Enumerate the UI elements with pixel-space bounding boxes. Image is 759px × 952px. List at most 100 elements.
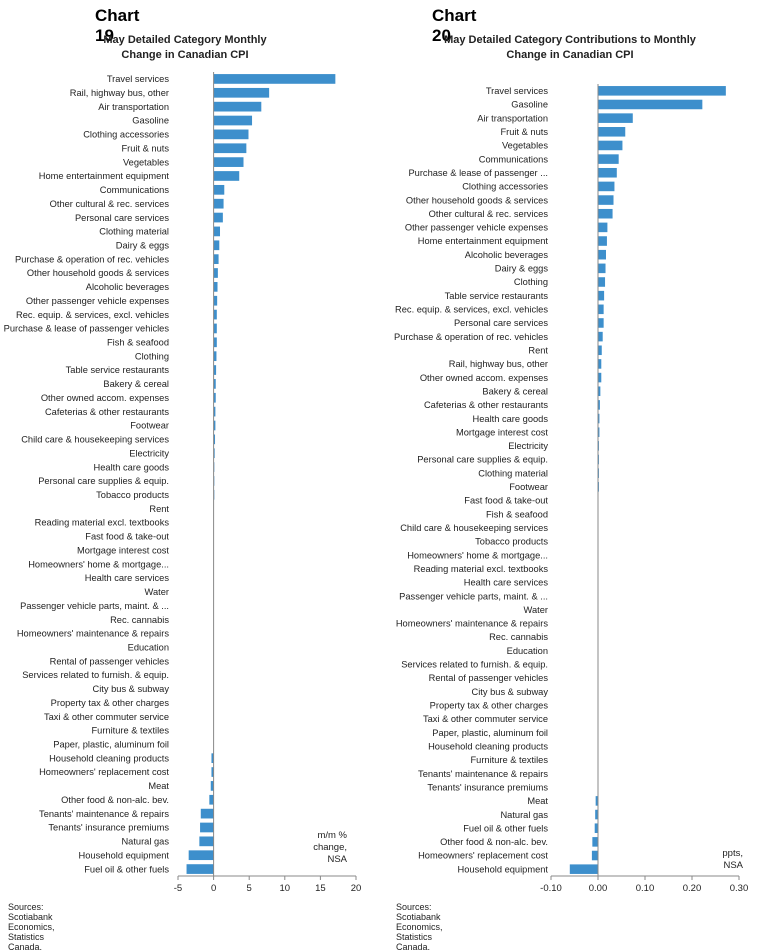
category-label: Water <box>145 587 169 597</box>
bar <box>214 296 218 306</box>
category-label: Electricity <box>129 448 169 458</box>
bar <box>214 130 249 140</box>
category-label: Fuel oil & other fuels <box>84 864 169 874</box>
category-label: Cafeterias & other restaurants <box>424 400 548 410</box>
category-label: Alcoholic beverages <box>86 282 170 292</box>
category-label: Homeowners' home & mortgage... <box>28 559 169 569</box>
category-label: Mortgage interest cost <box>77 545 169 555</box>
category-label: Dairy & eggs <box>116 240 170 250</box>
category-label: Dairy & eggs <box>495 264 549 274</box>
category-label: Other owned accom. expenses <box>420 373 549 383</box>
category-label: Cafeterias & other restaurants <box>45 407 169 417</box>
category-label: Tenants' insurance premiums <box>48 823 169 833</box>
bar <box>209 795 213 805</box>
bar <box>598 141 622 151</box>
category-label: Communications <box>100 185 170 195</box>
category-label: Clothing accessories <box>462 182 548 192</box>
category-label: Education <box>128 642 169 652</box>
category-label: Communications <box>479 154 549 164</box>
x-tick-label: 0.00 <box>589 883 608 894</box>
category-label: Travel services <box>107 74 170 84</box>
units-note: NSA <box>327 854 347 865</box>
bar <box>598 127 625 137</box>
category-label: Services related to furnish. & equip. <box>401 660 548 670</box>
category-label: Fruit & nuts <box>500 127 548 137</box>
bar <box>187 864 214 874</box>
category-label: Property tax & other charges <box>430 701 549 711</box>
category-label: Air transportation <box>98 102 169 112</box>
bar <box>214 185 225 195</box>
category-label: Tenants' insurance premiums <box>427 782 548 792</box>
units-note: change, <box>313 842 347 853</box>
bar <box>592 837 598 847</box>
category-label: Paper, plastic, aluminum foil <box>53 740 169 750</box>
units-note: ppts, <box>722 848 743 859</box>
category-label: Electricity <box>508 441 548 451</box>
category-label: Other household goods & services <box>27 268 169 278</box>
category-label: Rent <box>149 504 169 514</box>
category-label: Purchase & lease of passenger ... <box>408 168 548 178</box>
x-tick-label: 0.10 <box>636 883 655 894</box>
bar <box>214 282 218 292</box>
category-label: Travel services <box>486 86 549 96</box>
bar <box>598 209 613 219</box>
bar <box>592 851 598 861</box>
chart-20-source: Sources: Scotiabank Economics, Statistic… <box>396 902 443 952</box>
bar <box>214 74 336 84</box>
category-label: Gasoline <box>511 100 548 110</box>
category-label: Natural gas <box>121 837 169 847</box>
category-label: Clothing <box>514 277 548 287</box>
category-label: Purchase & operation of rec. vehicles <box>394 332 548 342</box>
bar <box>199 836 213 846</box>
category-label: Footwear <box>509 482 548 492</box>
bar <box>598 345 602 355</box>
bar <box>598 113 633 123</box>
bar <box>598 291 604 301</box>
bar <box>200 823 214 833</box>
category-label: Vegetables <box>502 141 548 151</box>
bar <box>598 223 607 233</box>
bar <box>214 199 224 209</box>
category-label: Purchase & lease of passenger vehicles <box>4 324 170 334</box>
category-label: Health care goods <box>94 462 170 472</box>
bar <box>598 182 614 192</box>
category-label: Mortgage interest cost <box>456 427 548 437</box>
x-tick-label: 0 <box>211 883 216 894</box>
category-label: Rental of passenger vehicles <box>50 656 170 666</box>
bar <box>214 116 252 126</box>
category-label: Child care & housekeeping services <box>21 435 169 445</box>
category-label: Rail, highway bus, other <box>449 359 548 369</box>
bar <box>598 168 617 178</box>
category-label: Personal care supplies & equip. <box>417 455 548 465</box>
bar <box>598 318 604 328</box>
category-label: Rec. cannabis <box>110 615 169 625</box>
category-label: Other passenger vehicle expenses <box>405 223 549 233</box>
category-label: Meat <box>527 796 548 806</box>
bar <box>214 254 219 264</box>
category-label: Fish & seafood <box>107 338 169 348</box>
category-label: Property tax & other charges <box>51 698 170 708</box>
category-label: Fast food & take-out <box>464 496 548 506</box>
category-label: Tobacco products <box>475 537 548 547</box>
category-label: Other food & non-alc. bev. <box>440 837 548 847</box>
category-label: Taxi & other commuter service <box>423 714 548 724</box>
x-tick-label: -5 <box>174 883 182 894</box>
x-tick-label: 0.30 <box>730 883 749 894</box>
bar <box>598 277 605 287</box>
category-label: Other passenger vehicle expenses <box>26 296 170 306</box>
category-label: Personal care supplies & equip. <box>38 476 169 486</box>
category-label: Meat <box>148 781 169 791</box>
category-label: Rental of passenger vehicles <box>429 673 549 683</box>
bar <box>214 143 247 153</box>
category-label: Clothing <box>135 351 169 361</box>
bar <box>214 227 220 237</box>
units-note: NSA <box>723 860 743 871</box>
category-label: Health care services <box>85 573 170 583</box>
bar <box>598 195 614 205</box>
category-label: Alcoholic beverages <box>465 250 549 260</box>
category-label: Vegetables <box>123 157 169 167</box>
category-label: Table service restaurants <box>445 291 549 301</box>
category-label: Rec. equip. & services, excl. vehicles <box>395 305 548 315</box>
bar <box>214 240 220 250</box>
